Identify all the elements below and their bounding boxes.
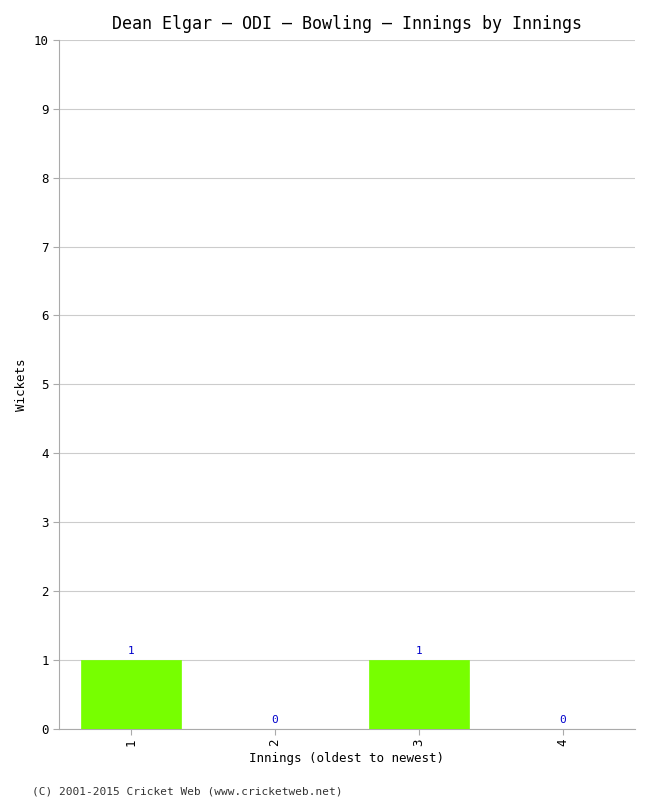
Title: Dean Elgar – ODI – Bowling – Innings by Innings: Dean Elgar – ODI – Bowling – Innings by … (112, 15, 582, 33)
Text: (C) 2001-2015 Cricket Web (www.cricketweb.net): (C) 2001-2015 Cricket Web (www.cricketwe… (32, 786, 343, 796)
Bar (81, 660, 181, 729)
Bar (369, 660, 469, 729)
Text: 0: 0 (560, 715, 566, 725)
Text: 1: 1 (127, 646, 135, 656)
Text: 0: 0 (272, 715, 278, 725)
Y-axis label: Wickets: Wickets (15, 358, 28, 410)
X-axis label: Innings (oldest to newest): Innings (oldest to newest) (250, 752, 445, 765)
Text: 1: 1 (415, 646, 423, 656)
